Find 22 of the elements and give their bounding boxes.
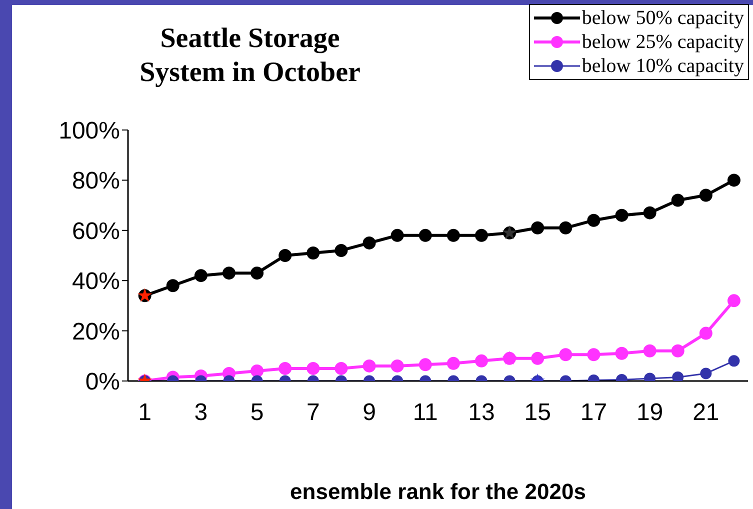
y-tick-label: 0%	[85, 368, 120, 396]
x-tick-label: 5	[250, 399, 264, 426]
y-tick-label: 20%	[72, 318, 120, 346]
y-tick-label: 60%	[72, 218, 120, 245]
x-tick-label: 9	[362, 399, 376, 426]
x-tick-label: 13	[468, 399, 495, 426]
x-tick-label: 15	[524, 399, 551, 426]
x-tick-label: 17	[580, 399, 608, 426]
y-tick-label: 80%	[72, 168, 120, 195]
x-tick-label: 19	[636, 399, 664, 426]
x-tick-label: 1	[138, 399, 152, 426]
y-tick-label: 100%	[58, 118, 120, 145]
legend-label: below 50% capacity	[582, 6, 744, 30]
legend-label: below 10% capacity	[582, 54, 744, 78]
chart-title: Seattle Storage System in October	[138, 22, 362, 90]
y-tick-label: 40%	[72, 268, 120, 296]
x-tick-label: 3	[194, 399, 208, 426]
legend-label: below 25% capacity	[582, 30, 744, 54]
x-tick-label: 11	[412, 399, 438, 426]
x-tick-label: 7	[306, 399, 320, 426]
x-axis-title: ensemble rank for the 2020s	[290, 479, 586, 504]
x-tick-label: 21	[692, 399, 720, 426]
